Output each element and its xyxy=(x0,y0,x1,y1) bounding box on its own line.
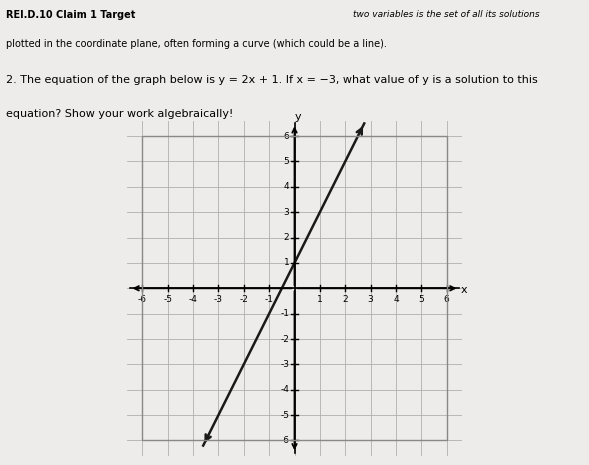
Text: x: x xyxy=(461,285,467,294)
Text: -5: -5 xyxy=(163,295,172,305)
Text: -6: -6 xyxy=(138,295,147,305)
Text: equation? Show your work algebraically!: equation? Show your work algebraically! xyxy=(6,109,233,119)
Text: -6: -6 xyxy=(280,436,289,445)
Text: plotted in the coordinate plane, often forming a curve (which could be a line).: plotted in the coordinate plane, often f… xyxy=(6,39,387,49)
Text: REI.D.10 Claim 1 Target: REI.D.10 Claim 1 Target xyxy=(6,10,135,20)
Text: 4: 4 xyxy=(393,295,399,305)
Text: 5: 5 xyxy=(284,157,289,166)
Text: 1: 1 xyxy=(284,259,289,267)
Text: -4: -4 xyxy=(188,295,197,305)
Text: 5: 5 xyxy=(418,295,424,305)
Text: -3: -3 xyxy=(280,360,289,369)
Text: 3: 3 xyxy=(284,208,289,217)
Text: -2: -2 xyxy=(239,295,248,305)
Text: 1: 1 xyxy=(317,295,323,305)
Text: -3: -3 xyxy=(214,295,223,305)
Text: 3: 3 xyxy=(368,295,373,305)
Text: 4: 4 xyxy=(284,182,289,191)
Text: y: y xyxy=(294,112,301,122)
Text: 6: 6 xyxy=(284,132,289,140)
Text: -2: -2 xyxy=(280,334,289,344)
Text: 6: 6 xyxy=(444,295,449,305)
Text: -1: -1 xyxy=(264,295,274,305)
Text: -4: -4 xyxy=(280,385,289,394)
Text: -5: -5 xyxy=(280,411,289,419)
Text: 2. The equation of the graph below is y = 2x + 1. If x = −3, what value of y is : 2. The equation of the graph below is y … xyxy=(6,75,538,85)
Text: 2: 2 xyxy=(284,233,289,242)
Text: -1: -1 xyxy=(280,309,289,318)
Text: two variables is the set of all its solutions: two variables is the set of all its solu… xyxy=(353,10,540,19)
Text: 2: 2 xyxy=(342,295,348,305)
